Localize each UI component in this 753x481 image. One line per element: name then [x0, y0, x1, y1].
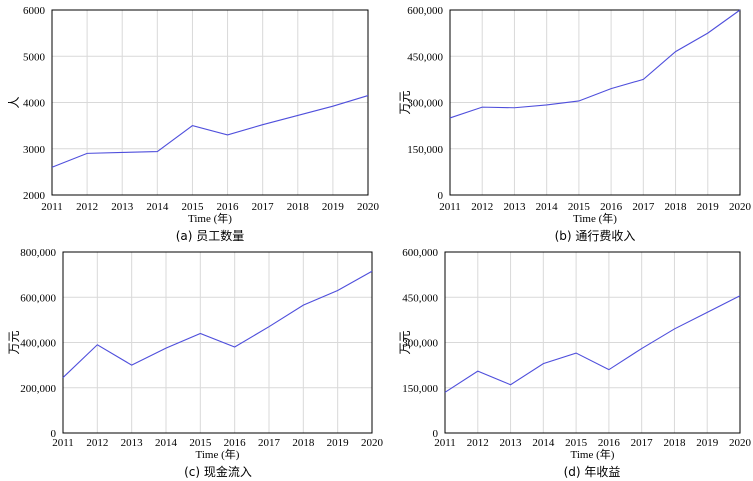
x-tick-label: 2016 [600, 201, 623, 213]
x-tick-label: 2015 [189, 437, 212, 449]
plot-frame [449, 9, 741, 196]
x-tick-label: 2017 [631, 437, 654, 449]
y-axis-title: 万元 [398, 330, 412, 354]
x-tick-label: 2020 [361, 437, 384, 449]
x-axis-title: Time (年) [196, 447, 240, 461]
chart-panel-b: 0 150,000 300,000 450,000 600,000 2011 2012 201… [398, 5, 752, 243]
y-tick-label: 0 [51, 428, 57, 440]
y-tick-label: 150,000 [402, 383, 438, 395]
x-tick-label: 2014 [146, 201, 169, 213]
x-tick-label: 2012 [467, 437, 489, 449]
x-axis-title: Time (年) [573, 211, 617, 225]
x-tick-label: 2014 [155, 437, 178, 449]
x-axis-title: Time (年) [188, 211, 232, 225]
x-tick-label: 2019 [697, 201, 720, 213]
chart-panel-a: 2000 3000 4000 5000 6000 2011 2012 2013 2014 2015… [7, 5, 380, 243]
x-tick-label: 2018 [287, 201, 310, 213]
y-tick-label: 600,000 [407, 5, 443, 17]
x-tick-label: 2020 [729, 201, 752, 213]
x-tick-label: 2017 [632, 201, 655, 213]
x-tick-label: 2018 [292, 437, 315, 449]
x-tick-label: 2015 [181, 201, 204, 213]
y-tick-label: 300,000 [407, 98, 443, 110]
y-tick-label: 4000 [23, 98, 46, 110]
x-axis-title: Time (年) [571, 447, 615, 461]
plot-frame [444, 251, 741, 434]
y-tick-label: 450,000 [402, 292, 438, 304]
x-tick-label: 2019 [322, 201, 345, 213]
series-line [449, 9, 741, 119]
x-tick-label: 2017 [258, 437, 281, 449]
chart-panel-d: 0 150,000 300,000 450,000 600,000 2011 2012 201… [398, 247, 752, 479]
x-tick-label: 2019 [696, 437, 719, 449]
x-tick-label: 2014 [532, 437, 555, 449]
x-tick-label: 2012 [76, 201, 98, 213]
x-tick-label: 2016 [217, 201, 240, 213]
x-tick-label: 2016 [224, 437, 247, 449]
chart-panel-c: 0 200,000 400,000 600,000 800,000 2011 2012 201… [7, 247, 384, 479]
x-tick-label: 2016 [598, 437, 621, 449]
y-tick-label: 2000 [23, 190, 46, 202]
y-tick-label: 600,000 [20, 292, 56, 304]
y-axis-title: 万元 [7, 330, 21, 354]
x-tick-label: 2019 [327, 437, 350, 449]
x-tick-label: 2011 [52, 437, 74, 449]
y-tick-label: 400,000 [20, 338, 56, 350]
x-tick-label: 2020 [357, 201, 380, 213]
y-tick-label: 3000 [23, 144, 46, 156]
x-tick-label: 2013 [121, 437, 144, 449]
plot-frame [62, 251, 373, 434]
plot-frame [51, 9, 369, 196]
x-tick-label: 2018 [663, 437, 686, 449]
x-tick-label: 2013 [503, 201, 526, 213]
x-tick-label: 2018 [665, 201, 688, 213]
y-axis-title: 人 [7, 96, 21, 108]
y-tick-label: 800,000 [20, 247, 56, 259]
x-tick-label: 2011 [439, 201, 461, 213]
x-tick-label: 2015 [568, 201, 591, 213]
x-tick-label: 2014 [536, 201, 559, 213]
series-line [51, 95, 369, 168]
y-tick-label: 450,000 [407, 51, 443, 63]
x-tick-label: 2015 [565, 437, 588, 449]
x-tick-label: 2017 [252, 201, 275, 213]
x-tick-label: 2012 [471, 201, 493, 213]
y-tick-label: 0 [438, 190, 444, 202]
x-tick-label: 2011 [434, 437, 456, 449]
y-tick-label: 5000 [23, 51, 46, 63]
chart-caption: (a) 员工数量 [176, 228, 245, 243]
x-tick-label: 2020 [729, 437, 752, 449]
y-tick-label: 6000 [23, 5, 46, 17]
y-tick-label: 0 [433, 428, 439, 440]
x-tick-label: 2013 [500, 437, 523, 449]
y-tick-label: 300,000 [402, 338, 438, 350]
chart-caption: (d) 年收益 [564, 465, 621, 479]
chart-caption: (c) 现金流入 [184, 464, 252, 479]
x-tick-label: 2013 [111, 201, 134, 213]
series-line [444, 295, 741, 393]
y-axis-title: 万元 [398, 90, 412, 114]
y-tick-label: 200,000 [20, 383, 56, 395]
x-tick-label: 2011 [41, 201, 63, 213]
chart-caption: (b) 通行费收入 [555, 229, 636, 243]
x-tick-label: 2012 [86, 437, 108, 449]
series-line [62, 270, 373, 378]
y-tick-label: 600,000 [402, 247, 438, 259]
y-tick-label: 150,000 [407, 144, 443, 156]
